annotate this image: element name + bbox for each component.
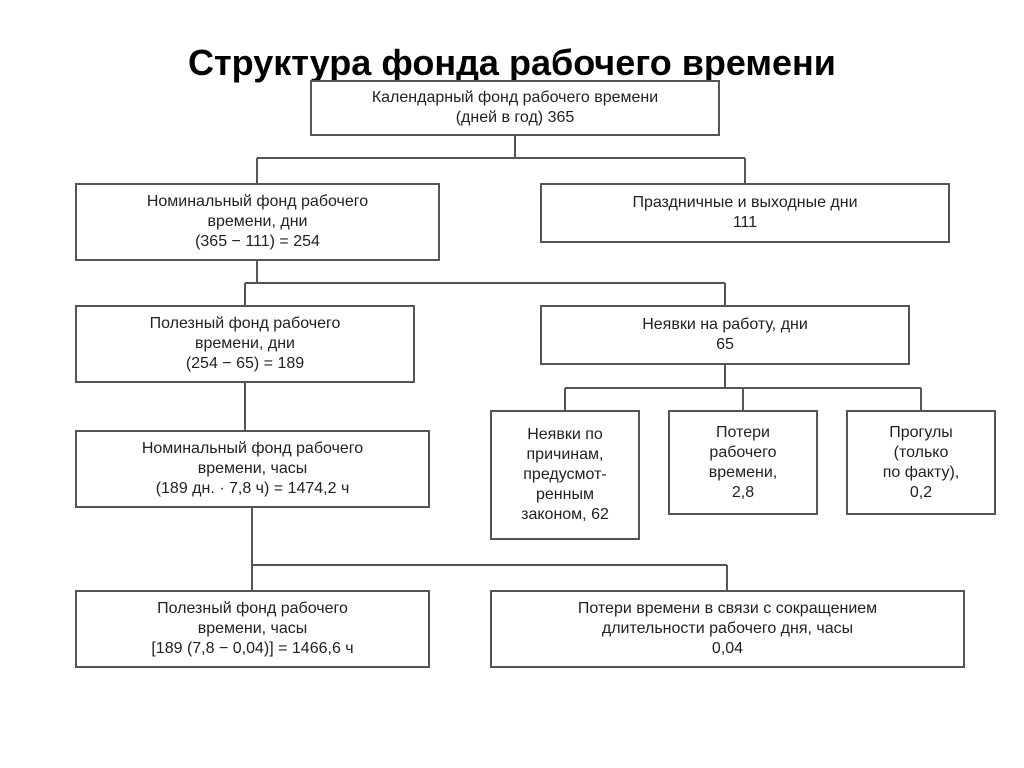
node-abs-truancy: Прогулы (только по факту), 0,2 [846, 410, 996, 515]
node-loss-shortday: Потери времени в связи с сокращением дли… [490, 590, 965, 668]
node-useful-hours: Полезный фонд рабочего времени, часы [18… [75, 590, 430, 668]
page-title: Структура фонда рабочего времени [0, 42, 1024, 84]
node-nominal-hours: Номинальный фонд рабочего времени, часы … [75, 430, 430, 508]
node-useful-days: Полезный фонд рабочего времени, дни (254… [75, 305, 415, 383]
node-nominal-days: Номинальный фонд рабочего времени, дни (… [75, 183, 440, 261]
node-root: Календарный фонд рабочего времени (дней … [310, 80, 720, 136]
node-holidays: Праздничные и выходные дни 111 [540, 183, 950, 243]
node-abs-law: Неявки по причинам, предусмот- ренным за… [490, 410, 640, 540]
node-abs-loss: Потери рабочего времени, 2,8 [668, 410, 818, 515]
node-absences: Неявки на работу, дни 65 [540, 305, 910, 365]
